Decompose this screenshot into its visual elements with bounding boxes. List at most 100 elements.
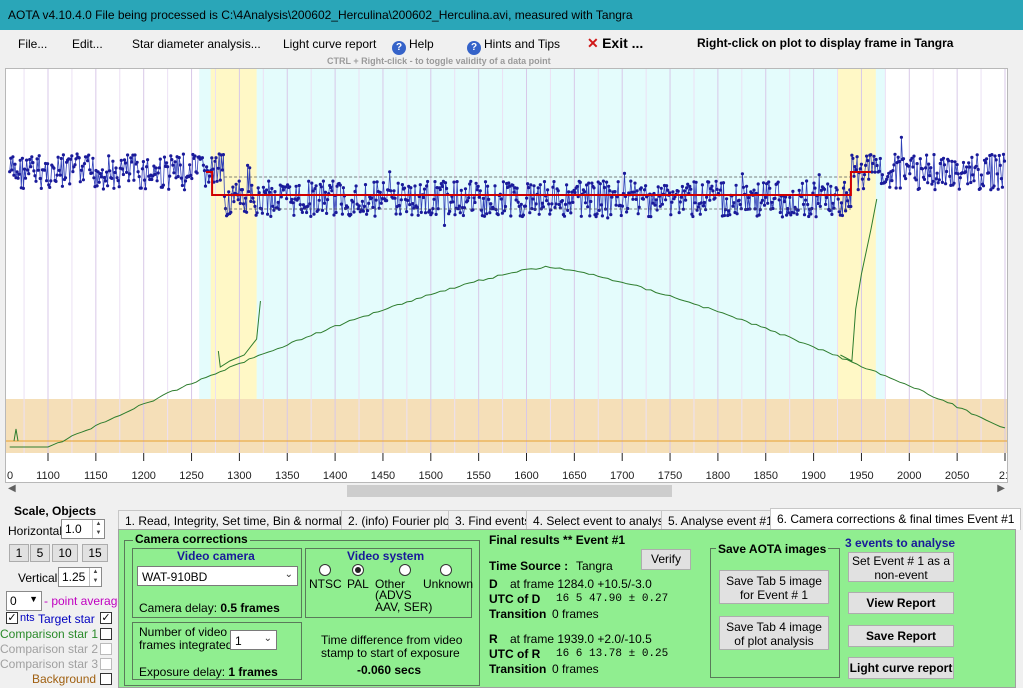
scroll-left-icon[interactable]: ◀ — [8, 483, 16, 494]
data-point — [579, 214, 583, 218]
menu-help[interactable]: ? Help — [392, 37, 434, 55]
data-point — [137, 175, 141, 179]
menu-file[interactable]: File... — [18, 37, 48, 51]
spinner-arrows-icon[interactable]: ▲ ▼ — [92, 520, 104, 538]
camera-model-value: WAT-910BD — [142, 570, 208, 584]
tab-select-event[interactable]: 4. Select event to analyse — [526, 510, 678, 530]
data-point — [925, 153, 929, 157]
unknown-radio[interactable] — [440, 564, 452, 576]
menu-star-diameter[interactable]: Star diameter analysis... — [132, 37, 261, 51]
comparison-star-2-checkbox[interactable] — [100, 643, 112, 655]
data-point — [37, 154, 41, 158]
scroll-right-icon[interactable]: ▶ — [997, 483, 1005, 494]
data-point — [107, 154, 111, 158]
comparison-star-1-checkbox[interactable] — [100, 628, 112, 640]
other-radio[interactable] — [399, 564, 411, 576]
set-non-event-button[interactable]: Set Event # 1 as a non-event — [848, 552, 954, 582]
data-point — [538, 183, 542, 187]
tab-camera-corrections[interactable]: 6. Camera corrections & final times Even… — [770, 508, 1022, 530]
save-tab4-image-button[interactable]: Save Tab 4 image of plot analysis — [719, 616, 829, 650]
horizontal-scale-spinner[interactable]: 1.0 ▲ ▼ — [61, 519, 105, 539]
menu-edit[interactable]: Edit... — [72, 37, 103, 51]
verify-button[interactable]: Verify — [641, 549, 691, 570]
tab-find-events[interactable]: 3. Find events — [448, 510, 538, 530]
title-bar: AOTA v4.10.4.0 File being processed is C… — [0, 0, 1023, 30]
data-point — [829, 184, 833, 188]
save-tab5-image-button[interactable]: Save Tab 5 image for Event # 1 — [719, 570, 829, 604]
scale-button-5[interactable]: 5 — [30, 544, 50, 562]
data-point — [571, 200, 575, 204]
data-point — [536, 186, 540, 190]
time-difference-label-2: stamp to start of exposure — [321, 646, 460, 660]
data-point — [578, 180, 582, 184]
data-point — [997, 153, 1001, 158]
utc-d-label: UTC of D — [489, 592, 541, 606]
event-band-r — [837, 69, 876, 399]
data-point — [31, 161, 35, 165]
data-point — [103, 179, 108, 183]
data-point — [592, 186, 596, 190]
scale-button-1[interactable]: 1 — [9, 544, 29, 562]
target-star-checkbox[interactable]: ✓ — [100, 612, 112, 624]
data-point — [418, 183, 422, 187]
data-point — [796, 208, 800, 212]
vertical-scale-spinner[interactable]: 1.25 ▲ ▼ — [58, 567, 102, 587]
data-point — [619, 213, 623, 218]
data-point — [433, 180, 437, 184]
data-point — [930, 182, 934, 186]
data-point — [388, 170, 392, 174]
point-average-select[interactable]: 0 ▼ — [6, 591, 42, 611]
menu-exit[interactable]: ✕ Exit ... — [587, 35, 643, 52]
data-point — [933, 188, 937, 192]
data-point — [265, 188, 269, 192]
x-tick-label: 1850 — [754, 470, 778, 482]
points-checkbox[interactable]: ✓ — [6, 612, 18, 624]
data-point — [871, 161, 875, 166]
tab-fourier-plot[interactable]: 2. (info) Fourier plot — [341, 510, 460, 530]
data-point — [673, 195, 677, 199]
camera-model-select[interactable]: WAT-910BD ⌄ — [137, 566, 298, 586]
data-point — [243, 196, 248, 200]
light-curve-plot[interactable]: 0 1100 1150 1200 1250 1300 1350 1400 1450 1500 155… — [5, 68, 1008, 483]
x-tick-label: 2000 — [897, 470, 921, 482]
spinner-arrows-icon[interactable]: ▲ ▼ — [89, 568, 101, 586]
view-report-button[interactable]: View Report — [848, 592, 954, 614]
comparison-star-3-checkbox[interactable] — [100, 658, 112, 670]
data-point — [696, 205, 700, 209]
scale-button-10[interactable]: 10 — [52, 544, 78, 562]
data-point — [637, 205, 641, 209]
data-point — [39, 186, 43, 190]
data-point — [677, 211, 681, 215]
data-point — [732, 201, 736, 205]
data-point — [764, 195, 768, 199]
data-point — [989, 188, 993, 192]
light-curve-report-button[interactable]: Light curve report — [848, 657, 954, 679]
data-point — [537, 212, 541, 216]
data-point — [599, 203, 603, 207]
scroll-thumb[interactable] — [347, 485, 672, 497]
save-report-button[interactable]: Save Report — [848, 625, 954, 647]
tab-analyse-event[interactable]: 5. Analyse event #1 — [661, 510, 780, 530]
data-point — [190, 176, 194, 181]
menu-light-curve-report[interactable]: Light curve report — [283, 37, 377, 51]
data-point — [777, 198, 781, 202]
data-point — [858, 167, 862, 171]
frames-integrated-select[interactable]: 1 ⌄ — [230, 630, 277, 650]
plot-canvas[interactable]: 0 1100 1150 1200 1250 1300 1350 1400 1450 1500 155… — [6, 69, 1007, 482]
data-point — [641, 197, 646, 201]
tab-read-integrity[interactable]: 1. Read, Integrity, Set time, Bin & norm… — [118, 510, 364, 530]
time-difference-label-1: Time difference from video — [321, 633, 463, 647]
menu-hints[interactable]: ? Hints and Tips — [467, 37, 560, 55]
r-label: R — [489, 632, 498, 646]
data-point — [421, 195, 425, 200]
ntsc-radio[interactable] — [319, 564, 331, 576]
data-point — [13, 162, 17, 166]
data-point — [439, 182, 443, 186]
data-point — [908, 172, 912, 176]
background-checkbox[interactable] — [100, 673, 112, 685]
plot-scrollbar[interactable]: ◀ ▶ — [5, 483, 1008, 499]
scale-button-15[interactable]: 15 — [82, 544, 108, 562]
pal-radio[interactable] — [352, 564, 364, 576]
data-point — [166, 165, 170, 169]
data-point — [758, 208, 762, 212]
